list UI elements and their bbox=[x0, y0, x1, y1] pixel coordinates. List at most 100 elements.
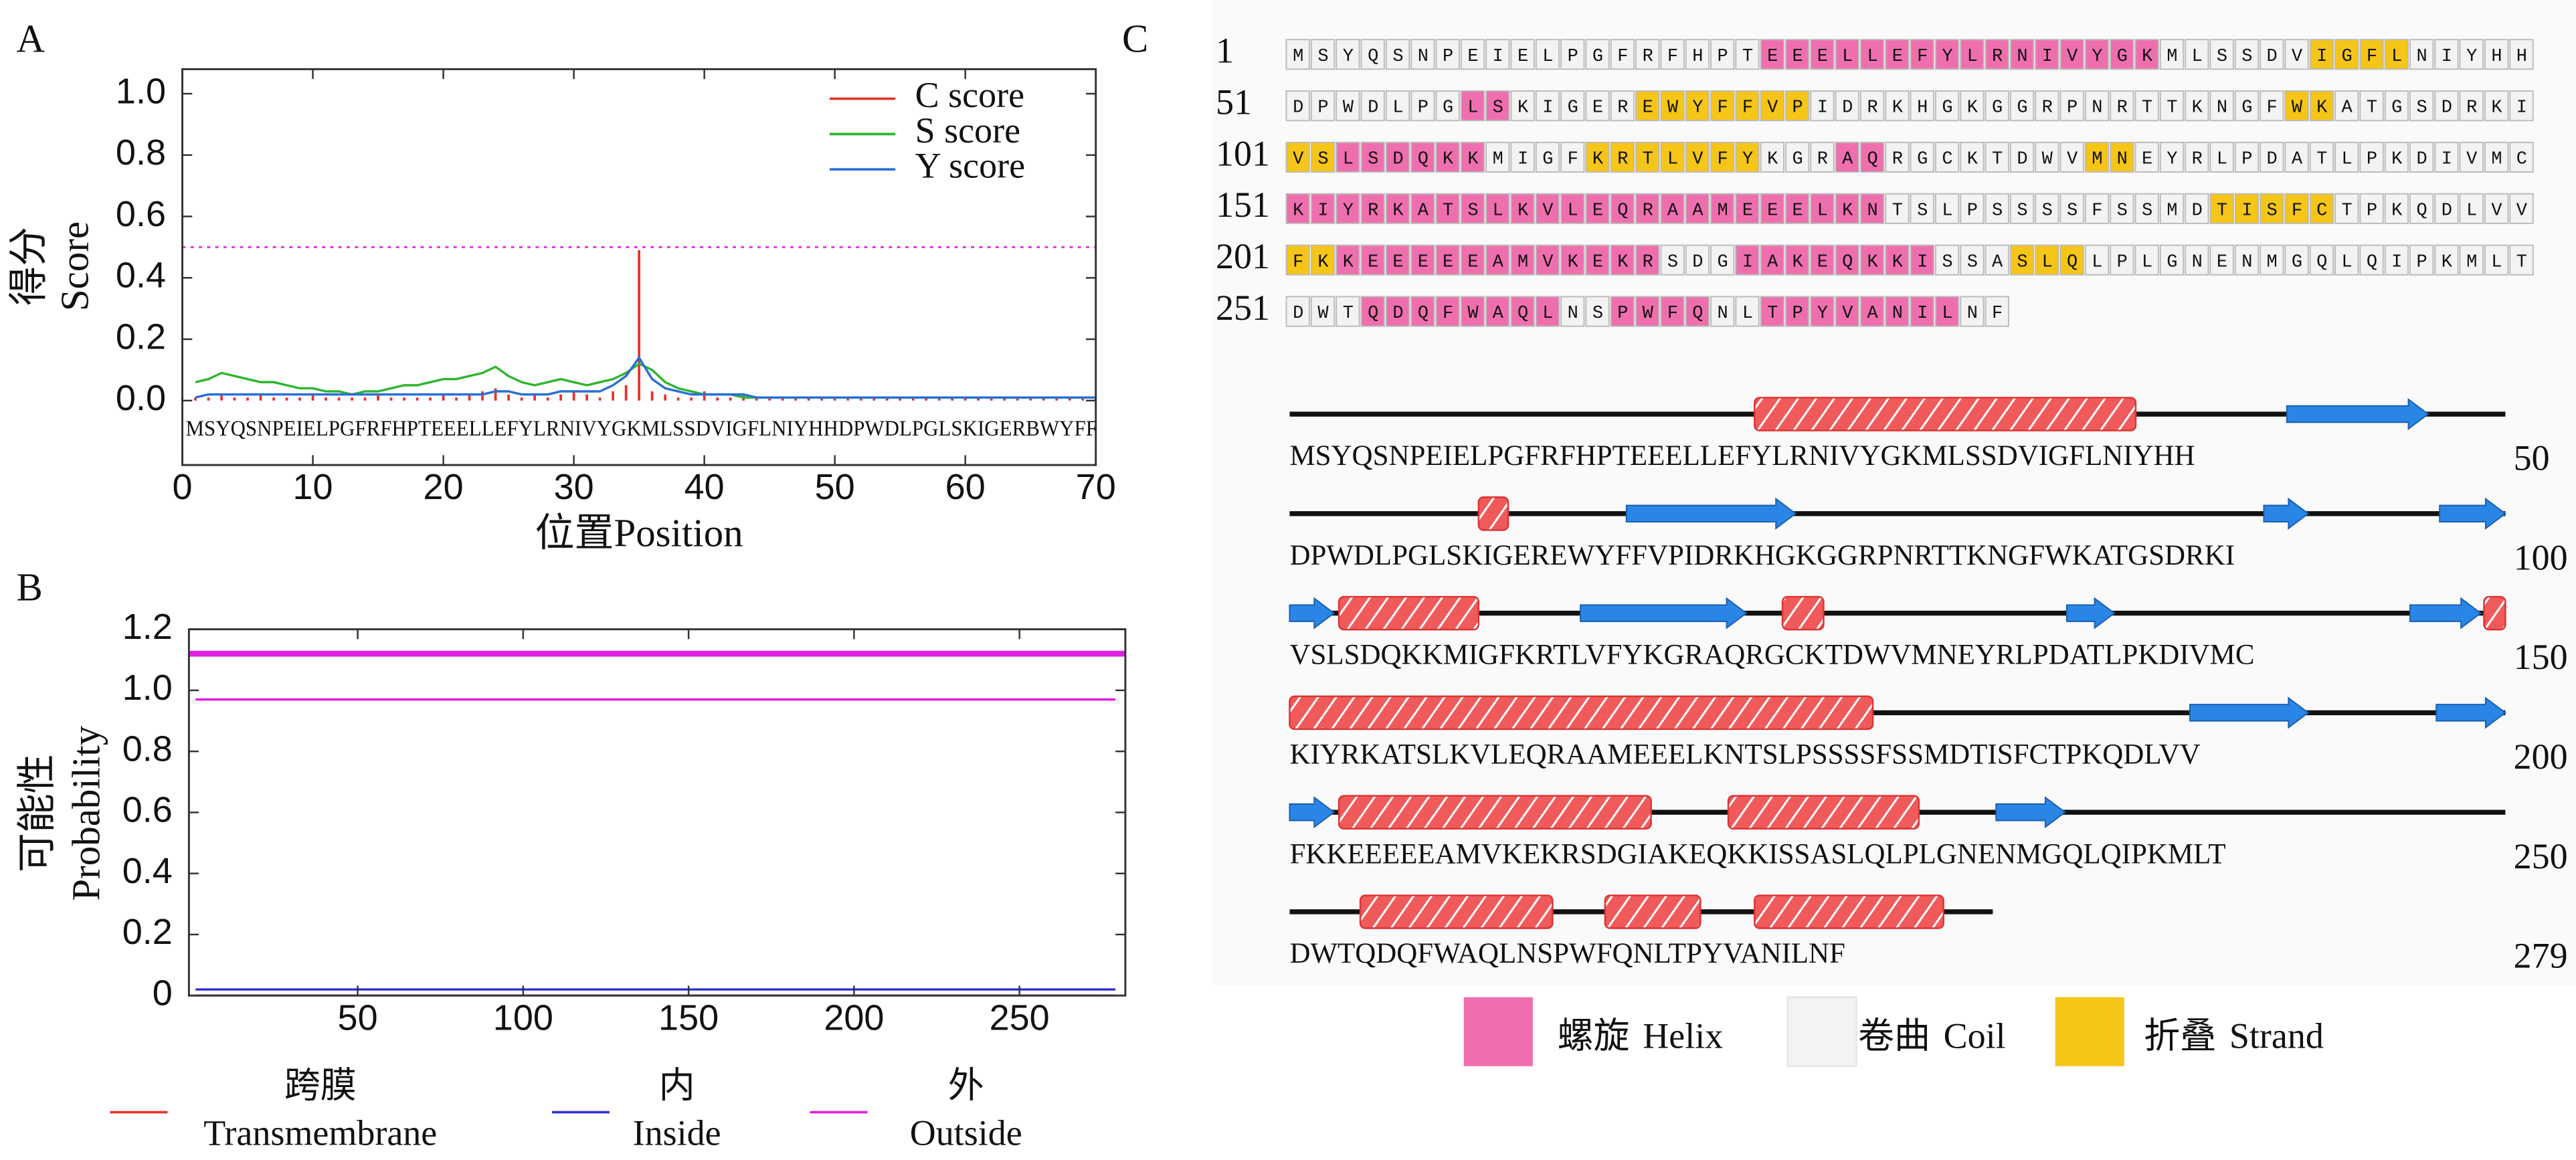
residue-box bbox=[1285, 193, 1310, 224]
y-tick-label: 1.0 bbox=[116, 71, 166, 111]
residue-box bbox=[2359, 193, 2384, 224]
residue-box bbox=[2185, 193, 2209, 224]
legend-label: 螺旋 Helix bbox=[1558, 1016, 1724, 1056]
residue-box bbox=[2359, 39, 2384, 70]
residue-box bbox=[1885, 296, 1910, 327]
row-start: 101 bbox=[1216, 133, 1270, 173]
residue-box bbox=[2434, 193, 2459, 224]
helix bbox=[1754, 397, 2137, 431]
residue-box bbox=[1560, 90, 1585, 122]
residue-box bbox=[1660, 39, 1685, 70]
residue-box bbox=[2409, 90, 2434, 122]
residue-box bbox=[1585, 90, 1610, 122]
legend-label-en: Coil bbox=[1944, 1016, 2006, 1056]
residue-box bbox=[1560, 193, 1585, 224]
residue-box bbox=[2459, 39, 2484, 70]
residue-box bbox=[1960, 193, 1985, 224]
residue-box bbox=[2509, 90, 2534, 122]
residue-row: MSYQSNPEIELPGFRFHPTEEELLEFYLRNIVYGKMLSSD… bbox=[1293, 47, 2541, 67]
residue-box bbox=[1685, 90, 1710, 122]
residue-box bbox=[2009, 141, 2035, 173]
residue-box bbox=[2359, 141, 2384, 173]
strand-arrow bbox=[2409, 597, 2482, 630]
diagram-end: 250 bbox=[2514, 836, 2568, 876]
residue-row: DPWDLPGLSKIGEREWYFFVPIDRKHGKGGRPNRTTKNGF… bbox=[1293, 98, 2541, 118]
residue-box bbox=[1510, 193, 1535, 224]
residue-box bbox=[2110, 39, 2134, 70]
residue-box bbox=[1435, 193, 1460, 224]
residue-box bbox=[1910, 193, 1934, 224]
residue-box bbox=[2334, 244, 2359, 276]
x-tick-label: 10 bbox=[293, 467, 333, 507]
residue-box bbox=[1485, 141, 1510, 173]
residue-box bbox=[2284, 141, 2309, 173]
residue-box bbox=[1485, 244, 1510, 276]
residue-box bbox=[1385, 193, 1410, 224]
residue-box bbox=[1310, 244, 1336, 276]
residue-box bbox=[1585, 193, 1610, 224]
residue-box bbox=[1585, 39, 1610, 70]
residue-box bbox=[1835, 141, 1859, 173]
residue-box bbox=[2059, 39, 2084, 70]
residue-box bbox=[1685, 141, 1710, 173]
residue-box bbox=[1985, 296, 2009, 327]
residue-box bbox=[2185, 39, 2209, 70]
residue-box bbox=[2110, 193, 2134, 224]
residue-box bbox=[2409, 244, 2434, 276]
residue-box bbox=[1710, 296, 1735, 327]
strand-arrow bbox=[2189, 696, 2310, 729]
strand-arrow bbox=[1289, 597, 1336, 630]
residue-box bbox=[1660, 141, 1685, 173]
residue-box bbox=[1710, 39, 1735, 70]
residue-box bbox=[2459, 244, 2484, 276]
diagram-end: 150 bbox=[2514, 637, 2568, 677]
residue-box bbox=[1934, 141, 1960, 173]
residue-box bbox=[1310, 193, 1336, 224]
residue-box bbox=[2459, 90, 2484, 122]
residue-box bbox=[1610, 296, 1635, 327]
residue-box bbox=[1310, 296, 1336, 327]
x-tick-label: 200 bbox=[824, 997, 884, 1038]
residue-box bbox=[2159, 90, 2185, 122]
residue-box bbox=[1859, 244, 1885, 276]
helix bbox=[1781, 595, 1825, 631]
residue-box bbox=[1585, 141, 1610, 173]
residue-box bbox=[2009, 193, 2035, 224]
residue-box bbox=[2035, 39, 2059, 70]
residue-box bbox=[1535, 141, 1560, 173]
row-start: 251 bbox=[1216, 288, 1270, 328]
residue-box bbox=[1385, 244, 1410, 276]
residue-box bbox=[1336, 193, 1360, 224]
residue-box bbox=[1885, 141, 1910, 173]
row-start: 151 bbox=[1216, 185, 1270, 225]
residue-row: FKKEEEEEAMVKEKRSDGIAKEQKKISSASLQLPLGNENM… bbox=[1293, 252, 2541, 272]
residue-box bbox=[1460, 193, 1485, 224]
residue-box bbox=[1859, 90, 1885, 122]
y-axis-label: 得分 bbox=[7, 227, 51, 306]
residue-box bbox=[1910, 296, 1934, 327]
residue-box bbox=[2159, 141, 2185, 173]
residue-box bbox=[2084, 193, 2110, 224]
diagram-end: 50 bbox=[2514, 438, 2550, 478]
residue-box bbox=[1410, 244, 1435, 276]
residue-box bbox=[2185, 244, 2209, 276]
diagram-end: 100 bbox=[2514, 537, 2568, 577]
residue-box bbox=[1410, 39, 1435, 70]
x-tick-label: 30 bbox=[554, 467, 594, 507]
residue-box bbox=[1535, 39, 1560, 70]
residue-box bbox=[2035, 90, 2059, 122]
residue-box bbox=[1735, 90, 1760, 122]
residue-box bbox=[1360, 296, 1385, 327]
residue-box bbox=[1510, 90, 1535, 122]
residue-box bbox=[1336, 141, 1360, 173]
plot-0: MSYQSNPEIELPGFRFHPTEEELLEFYLRNIVYGKMLSSD… bbox=[7, 68, 1116, 555]
residue-box bbox=[2110, 90, 2134, 122]
residue-box bbox=[1960, 141, 1985, 173]
residue-box bbox=[1960, 296, 1985, 327]
diagram-sequence: FKKEEEEEAMVKEKRSDGIAKEQKKISSASLQLPLGNENM… bbox=[1289, 838, 2225, 870]
x-tick-label: 40 bbox=[684, 467, 725, 507]
residue-box bbox=[2009, 244, 2035, 276]
legend-label-en: Helix bbox=[1643, 1016, 1723, 1056]
residue-box bbox=[1610, 39, 1635, 70]
residue-box bbox=[2035, 193, 2059, 224]
